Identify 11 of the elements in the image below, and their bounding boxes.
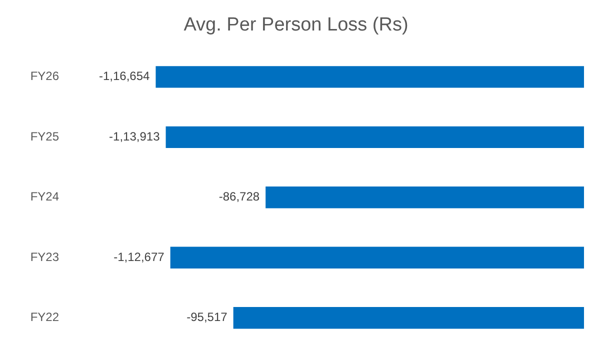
y-tick-label: FY22 bbox=[30, 310, 60, 324]
y-tick-label: FY24 bbox=[30, 190, 60, 204]
data-label: -1,13,913 bbox=[109, 129, 160, 144]
y-tick-label: FY25 bbox=[30, 129, 60, 144]
y-tick-label: FY26 bbox=[30, 69, 60, 84]
y-tick-label: FY23 bbox=[30, 250, 60, 264]
data-label: -95,517 bbox=[186, 310, 228, 324]
data-label: -1,16,654 bbox=[98, 69, 150, 84]
chart-title: Avg. Per Person Loss (Rs) bbox=[184, 14, 408, 36]
data-label: -86,728 bbox=[218, 190, 260, 204]
data-label: -1,12,677 bbox=[114, 250, 165, 264]
